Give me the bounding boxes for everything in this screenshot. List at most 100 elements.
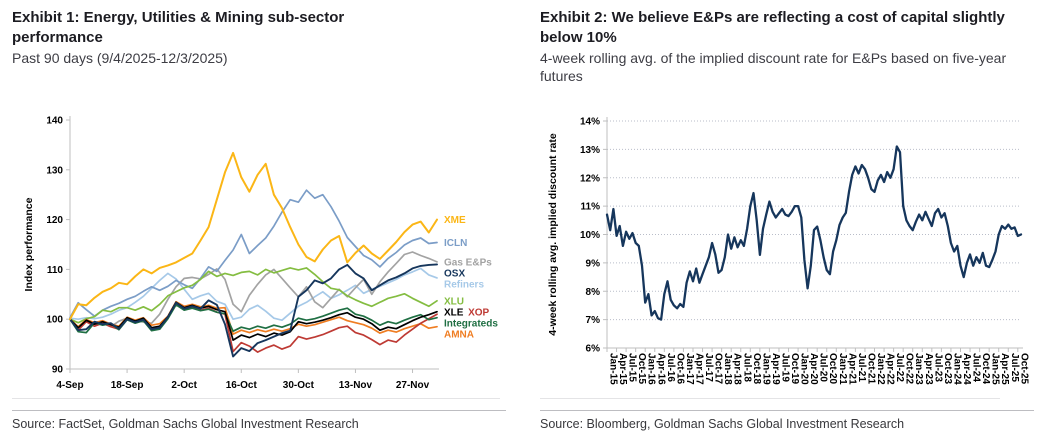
x-axis: 4-Sep 18-Sep 2-Oct 16-Oct 30-Oct 13-Nov 27-Nov: [56, 368, 439, 391]
x-tick-label: Apr-21: [846, 353, 857, 385]
series-line-ICLN: [69, 189, 438, 319]
exhibit2-source: Source: Bloomberg, Goldman Sachs Global …: [540, 417, 905, 431]
x-tick-label: Jul-19: [779, 353, 790, 382]
x-tick-label: Oct-23: [942, 353, 953, 385]
x-tick-label: Oct-22: [904, 353, 915, 385]
y-axis: 6% 7% 8% 9% 10% 11% 12% 13% 14%: [580, 117, 608, 355]
y-tick-label: 100: [46, 315, 63, 326]
x-tick-label: Oct-25: [1018, 353, 1029, 385]
x-tick-label: Jul-23: [932, 353, 943, 382]
x-tick-label: Jul-25: [1009, 353, 1020, 382]
exhibit1-header: Exhibit 1: Energy, Utilities & Mining su…: [12, 8, 482, 67]
exhibit1-title: Exhibit 1: Energy, Utilities & Mining su…: [12, 9, 345, 46]
x-tick-label: Oct-15: [636, 353, 647, 385]
x-tick-label: Apr-20: [808, 353, 819, 385]
exhibit2-header: Exhibit 2: We believe E&Ps are reflectin…: [540, 8, 1040, 85]
y-tick-label: 12%: [580, 173, 600, 184]
series-label-Integrateds: Integrateds: [444, 318, 498, 329]
series-line-OSX: [69, 263, 438, 358]
y-tick-label: 90: [52, 365, 64, 376]
x-tick-label: Jul-16: [665, 353, 676, 382]
y-tick-label: 13%: [580, 145, 600, 156]
exhibit1-source-separator: [12, 410, 506, 411]
y-tick-label: 14%: [580, 117, 600, 128]
y-tick-label: 7%: [586, 315, 601, 326]
x-tick-label: 4-Sep: [56, 380, 83, 391]
y-tick-label: 8%: [586, 287, 601, 298]
series-label-XLE: XLE: [444, 307, 464, 318]
series-label-XME: XME: [444, 215, 466, 226]
x-tick-label: Oct-17: [713, 353, 724, 385]
series-line-XME: [69, 151, 438, 321]
series-line-E-Ps-implied-discount-rate: [605, 145, 1023, 321]
x-tick-label: Jul-21: [856, 353, 867, 382]
x-tick-label: Jan-19: [760, 353, 771, 385]
x-tick-label: Jan-15: [608, 353, 619, 385]
series-label-XOP: XOP: [468, 307, 489, 318]
x-tick-label: Jul-18: [741, 353, 752, 382]
exhibit1-chart-bottom-hairline: [12, 398, 500, 399]
x-tick-label: Oct-20: [827, 353, 838, 385]
x-tick-label: Jan-20: [799, 353, 810, 385]
x-tick-label: Jan-22: [875, 353, 886, 385]
x-tick-label: Jan-24: [951, 353, 962, 385]
y-axis-title: Index performance: [23, 197, 35, 291]
x-tick-label: Apr-23: [923, 353, 934, 385]
x-tick-label: Jul-15: [627, 353, 638, 382]
series-label-Refiners: Refiners: [444, 279, 484, 290]
exhibit1-subtitle: Past 90 days (9/4/2025-12/3/2025): [12, 50, 228, 66]
x-tick-label: Jan-23: [913, 353, 924, 385]
y-axis: 90 100 110 120 130 140: [46, 116, 71, 376]
y-tick-label: 140: [46, 116, 63, 127]
series-label-ICLN: ICLN: [444, 238, 467, 249]
x-tick-label: 30-Oct: [283, 380, 315, 391]
series-line-XLE: [69, 301, 438, 341]
x-tick-label: 16-Oct: [226, 380, 258, 391]
x-tick-label: Oct-16: [674, 353, 685, 385]
y-tick-label: 110: [47, 265, 64, 276]
series-label-XLU: XLU: [444, 296, 464, 307]
x-tick-label: 2-Oct: [171, 380, 197, 391]
x-tick-label: Oct-21: [865, 353, 876, 385]
x-tick-label: Jul-24: [971, 353, 982, 382]
x-tick-label: Jul-17: [703, 353, 714, 382]
x-tick-label: Jan-25: [990, 353, 1001, 385]
x-axis: Jan-15Apr-15Jul-15Oct-15Jan-16Apr-16Jul-…: [605, 347, 1029, 385]
x-tick-label: Jul-20: [818, 353, 829, 382]
y-tick-label: 6%: [586, 344, 601, 355]
x-tick-label: Jul-22: [894, 353, 905, 382]
exhibit2-subtitle: 4-week rolling avg. of the implied disco…: [540, 50, 1007, 84]
y-tick-label: 130: [46, 165, 63, 176]
series-line-Refiners: [69, 267, 438, 322]
x-tick-label: Jan-16: [646, 353, 657, 385]
exhibit2-source-separator: [540, 410, 1034, 411]
exhibit2-title: Exhibit 2: We believe E&Ps are reflectin…: [540, 9, 1005, 46]
y-tick-label: 9%: [586, 258, 601, 269]
exhibit1-source: Source: FactSet, Goldman Sachs Global In…: [12, 417, 359, 431]
x-tick-label: Apr-18: [732, 353, 743, 385]
y-tick-label: 120: [46, 215, 63, 226]
x-tick-label: Jan-21: [837, 353, 848, 385]
series-line-Gas-E-Ps: [69, 251, 438, 328]
x-tick-label: Oct-18: [751, 353, 762, 385]
series-line-XLU: [69, 267, 438, 324]
x-tick-label: Oct-24: [980, 353, 991, 385]
y-tick-label: 11%: [581, 202, 601, 213]
exhibit1-chart: 90 100 110 120 130 140 Index performance 4-Sep 1…: [23, 116, 498, 392]
exhibit2-chart: 6% 7% 8% 9% 10% 11% 12% 13% 14% 4-week rolling av…: [547, 117, 1029, 386]
x-tick-label: 18-Sep: [111, 380, 144, 391]
gridlines: [607, 120, 1021, 321]
y-tick-label: 10%: [580, 230, 600, 241]
x-tick-label: Apr-17: [693, 353, 704, 385]
series-label-OSX: OSX: [444, 268, 465, 279]
x-tick-label: 13-Nov: [339, 380, 373, 391]
x-tick-label: Jan-17: [684, 353, 695, 385]
x-tick-label: Apr-19: [770, 353, 781, 385]
x-tick-label: Oct-19: [789, 353, 800, 385]
x-tick-label: Jan-18: [722, 353, 733, 385]
x-tick-label: Apr-25: [999, 353, 1010, 385]
y-axis-title: 4-week rolling avg. implied discount rat…: [547, 133, 559, 336]
series-label-AMNA: AMNA: [444, 329, 474, 340]
